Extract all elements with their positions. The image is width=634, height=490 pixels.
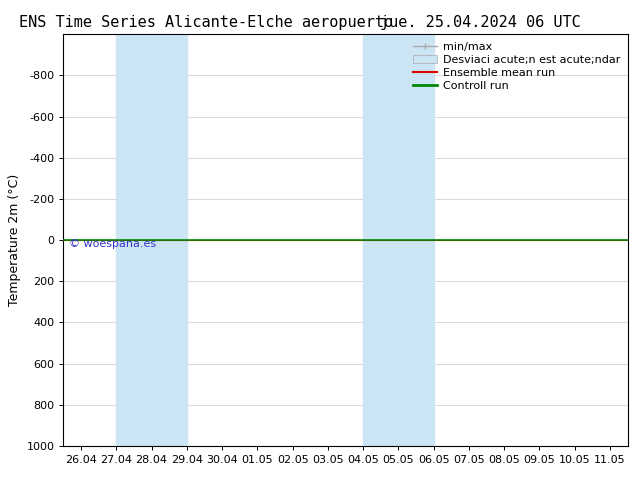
Text: ENS Time Series Alicante-Elche aeropuerto: ENS Time Series Alicante-Elche aeropuert…: [19, 15, 393, 30]
Legend: min/max, Desviaci acute;n est acute;ndar, Ensemble mean run, Controll run: min/max, Desviaci acute;n est acute;ndar…: [410, 40, 622, 93]
Bar: [363, 34, 434, 446]
Y-axis label: Temperature 2m (°C): Temperature 2m (°C): [8, 174, 21, 306]
Text: © woespana.es: © woespana.es: [69, 239, 156, 249]
Text: jue. 25.04.2024 06 UTC: jue. 25.04.2024 06 UTC: [380, 15, 581, 30]
Bar: [116, 34, 187, 446]
